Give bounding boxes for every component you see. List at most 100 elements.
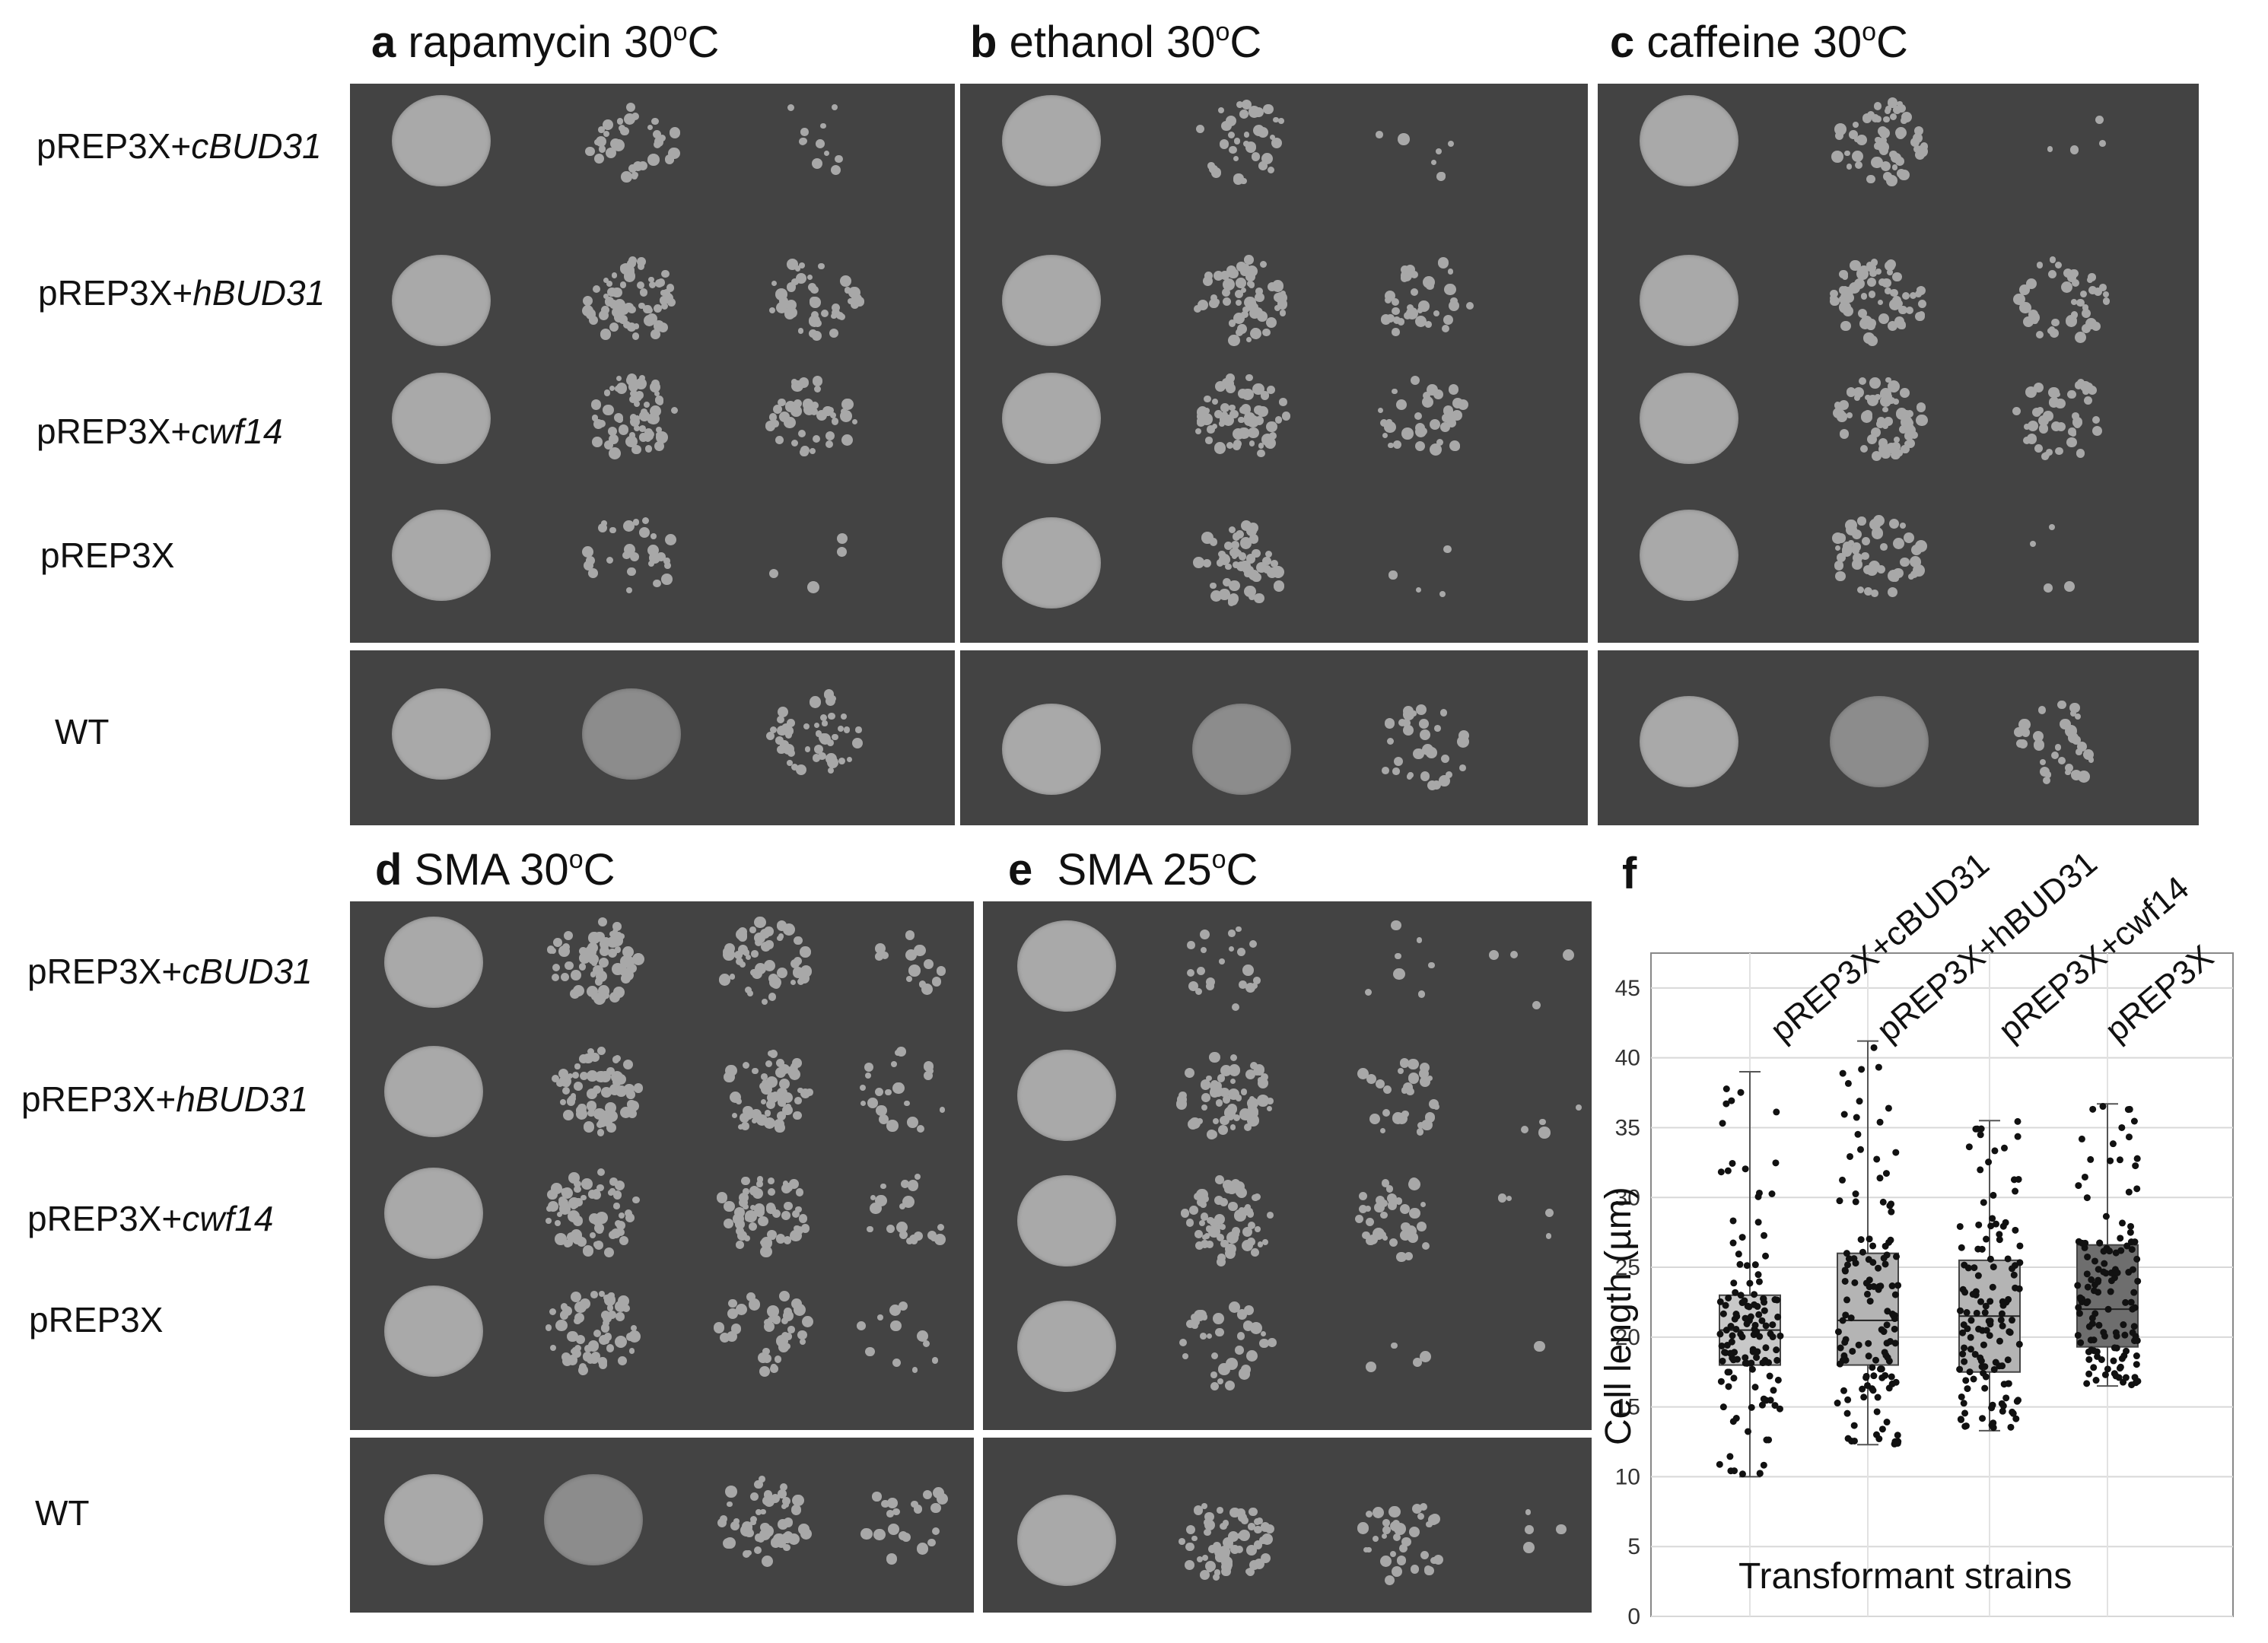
yeast-colony bbox=[1197, 966, 1206, 975]
yeast-colony bbox=[762, 1347, 770, 1355]
y-tick-label: 20 bbox=[1615, 1325, 1640, 1350]
yeast-colony bbox=[783, 743, 794, 755]
yeast-colony bbox=[1245, 1349, 1258, 1362]
yeast-colony bbox=[609, 1177, 618, 1186]
row-prefix: WT bbox=[55, 712, 110, 752]
yeast-colony bbox=[557, 1211, 563, 1217]
yeast-colony bbox=[1885, 377, 1891, 383]
data-point bbox=[2084, 1283, 2091, 1291]
yeast-colony bbox=[1401, 1087, 1408, 1094]
yeast-colony bbox=[625, 303, 631, 310]
data-point bbox=[1730, 1279, 1738, 1287]
data-point bbox=[2016, 1259, 2024, 1266]
data-point bbox=[1986, 1255, 1994, 1263]
yeast-colony bbox=[1430, 1556, 1438, 1565]
data-point bbox=[2100, 1268, 2107, 1276]
yeast-colony bbox=[1848, 540, 1854, 546]
yeast-colony bbox=[632, 161, 643, 172]
yeast-colony bbox=[1209, 164, 1218, 174]
yeast-colony bbox=[648, 276, 655, 283]
yeast-colony bbox=[730, 1521, 740, 1530]
yeast-colony bbox=[1272, 566, 1285, 578]
yeast-colony bbox=[788, 1069, 801, 1081]
data-point bbox=[1980, 1341, 1987, 1349]
yeast-colony bbox=[1399, 1203, 1410, 1214]
yeast-colony bbox=[1863, 564, 1873, 575]
panel-condition: SMA 30 bbox=[414, 845, 569, 895]
yeast-colony bbox=[1875, 269, 1882, 275]
yeast-colony bbox=[1428, 961, 1436, 969]
yeast-colony bbox=[810, 296, 819, 305]
data-point bbox=[2084, 1253, 2091, 1260]
yeast-colony bbox=[1488, 949, 1500, 961]
yeast-colony bbox=[1544, 1209, 1554, 1218]
yeast-colony bbox=[620, 973, 631, 984]
yeast-colony bbox=[1415, 704, 1427, 716]
yeast-colony bbox=[1217, 1074, 1226, 1082]
data-point bbox=[1977, 1357, 1985, 1365]
yeast-colony bbox=[660, 435, 667, 442]
yeast-colony bbox=[813, 386, 822, 393]
yeast-colony bbox=[631, 444, 641, 455]
yeast-colony bbox=[797, 1330, 807, 1340]
data-point bbox=[1722, 1301, 1729, 1309]
yeast-colony bbox=[1279, 310, 1286, 316]
yeast-colony bbox=[1382, 1235, 1388, 1241]
yeast-spot bbox=[1017, 920, 1116, 1012]
data-point bbox=[1999, 1301, 2007, 1309]
yeast-colony bbox=[1194, 1241, 1204, 1250]
yeast-colony bbox=[1251, 1247, 1259, 1257]
yeast-colony bbox=[743, 1203, 749, 1210]
yeast-colony bbox=[803, 723, 810, 729]
row-prefix: pREP3X+ bbox=[27, 1199, 183, 1238]
yeast-colony bbox=[1896, 168, 1906, 178]
yeast-colony bbox=[1888, 396, 1895, 405]
data-point bbox=[1731, 1467, 1738, 1475]
yeast-colony bbox=[2016, 739, 2026, 748]
yeast-colony bbox=[1523, 1541, 1535, 1553]
yeast-colony bbox=[661, 574, 673, 586]
yeast-colony bbox=[2083, 326, 2090, 333]
yeast-colony bbox=[570, 1291, 581, 1302]
yeast-colony bbox=[769, 307, 776, 313]
yeast-colony bbox=[584, 560, 594, 570]
yeast-colony bbox=[776, 716, 785, 724]
data-point bbox=[1719, 1403, 1727, 1411]
yeast-colony bbox=[1430, 443, 1443, 456]
yeast-colony bbox=[1177, 1095, 1187, 1104]
yeast-colony bbox=[628, 1100, 639, 1111]
yeast-spot bbox=[1192, 704, 1291, 795]
data-point bbox=[1850, 1422, 1858, 1429]
yeast-colony bbox=[1196, 1197, 1206, 1207]
yeast-colony bbox=[1210, 582, 1217, 590]
data-point bbox=[1732, 1289, 1739, 1296]
data-point bbox=[2006, 1328, 2013, 1336]
yeast-colony bbox=[614, 1336, 627, 1349]
yeast-colony bbox=[787, 719, 796, 728]
yeast-colony bbox=[647, 125, 654, 131]
yeast-colony bbox=[1451, 442, 1460, 451]
yeast-colony bbox=[745, 1210, 757, 1222]
yeast-colony bbox=[2092, 426, 2103, 437]
yeast-colony bbox=[587, 985, 599, 997]
yeast-colony bbox=[1398, 133, 1410, 145]
yeast-colony bbox=[768, 993, 777, 1001]
yeast-colony bbox=[1207, 425, 1215, 434]
data-point bbox=[1719, 1310, 1727, 1317]
yeast-colony bbox=[1888, 586, 1898, 597]
yeast-colony bbox=[648, 281, 656, 288]
data-point bbox=[1977, 1131, 1984, 1139]
yeast-colony bbox=[1203, 395, 1211, 403]
row-prefix: pREP3X bbox=[29, 1300, 164, 1340]
data-point bbox=[1843, 1261, 1851, 1269]
yeast-colony bbox=[607, 288, 617, 297]
yeast-colony bbox=[1525, 1509, 1532, 1515]
data-point bbox=[1836, 1360, 1843, 1368]
yeast-colony bbox=[763, 1490, 773, 1500]
yeast-colony bbox=[1235, 299, 1242, 307]
yeast-colony bbox=[1399, 1058, 1410, 1068]
data-point bbox=[1873, 1408, 1881, 1416]
data-point bbox=[1733, 1313, 1741, 1320]
yeast-colony bbox=[1252, 124, 1265, 137]
data-point bbox=[1882, 1352, 1890, 1359]
